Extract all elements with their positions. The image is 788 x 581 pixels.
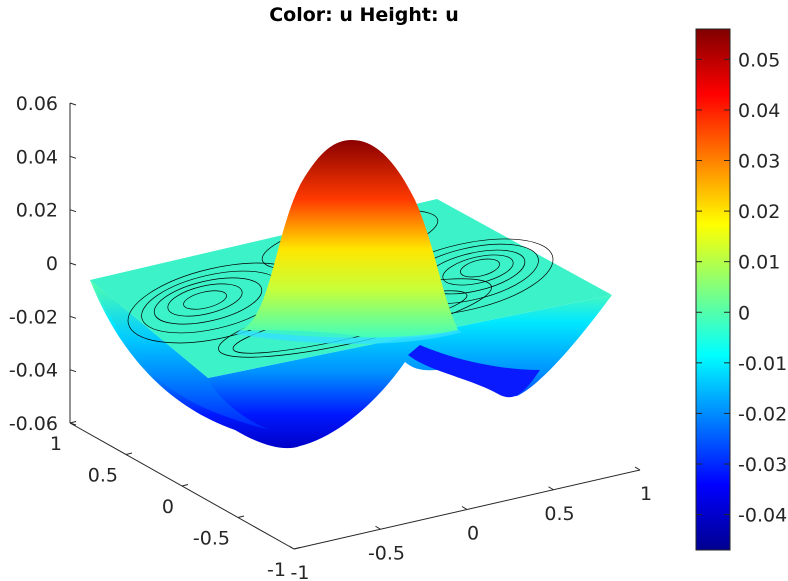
y-tick-label: -0.5 [193,528,230,550]
colorbar-tick-label: -0.04 [738,505,787,527]
contour-line [167,283,243,317]
z-tick-mark [69,369,77,373]
y-tick-mark [69,421,77,424]
z-tick-mark [69,155,77,159]
x-tick-mark [288,545,295,550]
z-tick-mark [69,102,77,106]
y-tick-mark [125,452,133,455]
surface [90,140,612,449]
x-tick-mark [634,466,641,471]
z-tick-label: -0.06 [9,413,58,435]
chart-title: Color: u Height: u [269,4,459,26]
z-tick-label: 0 [46,253,58,275]
axes [69,102,641,550]
colorbar: -0.04 -0.03 -0.02 -0.01 0 0.01 0.02 0.03 0.04 0.0… [695,28,787,551]
y-tick-label: 0 [162,496,174,518]
z-tick-label: -0.04 [9,360,58,382]
colorbar-tick-label: 0.01 [738,252,780,274]
contour-line [460,258,500,278]
x-tick-label: 1 [640,483,652,505]
colorbar-tick-label: 0.04 [738,100,780,122]
colorbar-tick-label: 0.03 [738,151,780,173]
y-tick-label: 0.5 [88,465,118,487]
y-tick-mark [237,515,245,518]
z-tick-label: 0.02 [16,200,58,222]
x-tick-label: 0 [467,523,479,545]
colorbar-tick-label: -0.01 [738,353,787,375]
z-tick-label: -0.02 [9,306,58,328]
x-tick-mark [461,506,468,510]
contour-line [153,277,263,325]
x-tick-mark [548,486,554,491]
z-tick-label: 0.06 [16,93,58,115]
surface-dip-right [408,345,540,398]
surface-peak-base [236,330,462,344]
colorbar-tick-label: -0.02 [738,403,787,425]
y-tick-mark [181,484,189,487]
colorbar-tick-label: -0.03 [738,454,787,476]
z-tick-mark [69,262,77,266]
z-tick-mark [69,209,77,213]
surface-side-front [90,280,270,430]
y-tick-label: -1 [267,559,286,581]
colorbar-tick-label: 0 [738,302,750,324]
z-tick-label: 0.04 [16,146,58,168]
x-tick-label: -0.5 [368,542,405,564]
colorbar-tick-label: 0.02 [738,201,780,223]
surface-peak [240,140,458,339]
y-tick-mark [293,547,301,550]
colorbar-tick-label: 0.05 [738,49,780,71]
z-tick-mark [69,315,77,319]
x-tick-mark [375,525,381,530]
z-tick-mark [69,422,77,426]
contour-line [442,254,514,286]
colorbar-gradient [695,28,731,551]
x-tick-label: -1 [291,562,310,581]
x-tick-label: 0.5 [544,503,574,525]
contour-line [183,290,227,310]
y-tick-label: 1 [50,433,62,455]
